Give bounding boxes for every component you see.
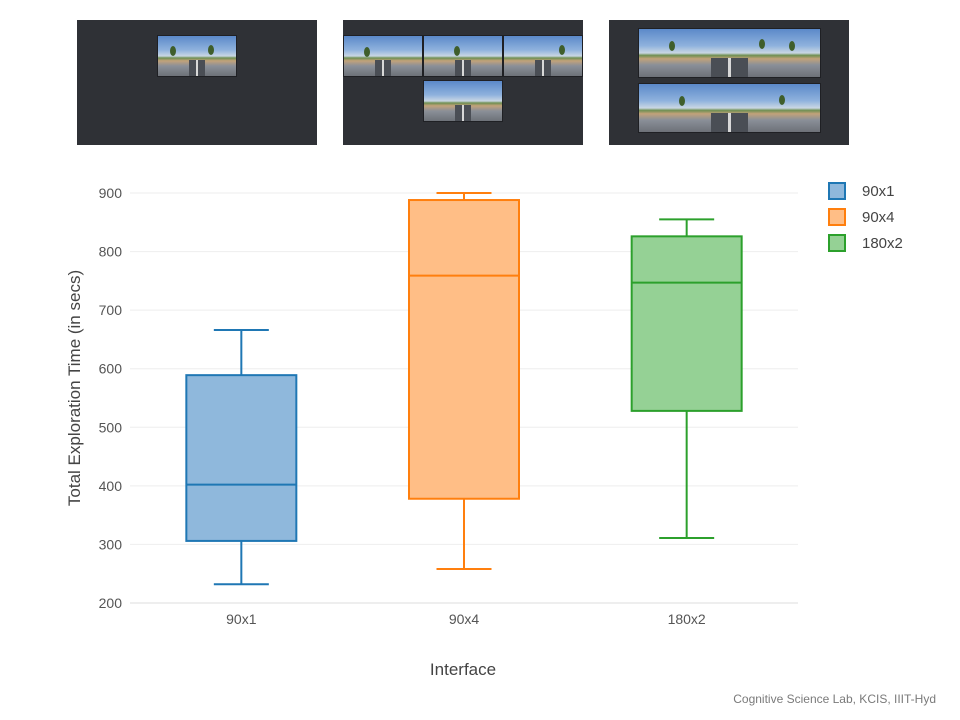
box-180x2 [630, 218, 743, 539]
x-tick-label: 90x1 [226, 611, 257, 627]
box-90x1 [185, 329, 298, 586]
y-tick-label: 200 [99, 595, 123, 611]
x-tick-label: 90x4 [449, 611, 480, 627]
y-tick-label: 700 [99, 302, 123, 318]
footer-credit: Cognitive Science Lab, KCIS, IIIT-Hyd [733, 692, 936, 706]
axis-ticks: 200 300 400 500 600 700 800 900 90x1 90x4 180x2 [99, 185, 706, 627]
camera-view [503, 35, 583, 77]
y-tick-label: 300 [99, 536, 123, 552]
x-axis-label: Interface [430, 660, 496, 679]
camera-view [638, 28, 821, 78]
legend-label: 180x2 [862, 235, 903, 252]
y-axis-label: Total Exploration Time (in secs) [65, 270, 84, 506]
thumbnail-90x4 [343, 20, 583, 145]
camera-view [423, 35, 503, 77]
legend-label: 90x1 [862, 183, 895, 200]
legend-label: 90x4 [862, 209, 895, 226]
y-tick-label: 900 [99, 185, 123, 201]
iqr-box [185, 374, 298, 542]
legend-swatch [828, 234, 846, 252]
boxes [185, 192, 743, 586]
y-tick-label: 800 [99, 244, 123, 260]
y-tick-label: 600 [99, 361, 123, 377]
y-tick-label: 400 [99, 478, 123, 494]
iqr-box [630, 235, 743, 412]
camera-view [157, 35, 237, 77]
thumbnail-90x1 [77, 20, 317, 145]
iqr-box [408, 199, 520, 500]
thumbnail-180x2 [609, 20, 849, 145]
camera-view [423, 80, 503, 122]
legend: 90x1 90x4 180x2 [828, 182, 903, 252]
legend-swatch [828, 208, 846, 226]
camera-view [638, 83, 821, 133]
box-90x4 [408, 192, 520, 571]
camera-view [343, 35, 423, 77]
x-tick-label: 180x2 [668, 611, 706, 627]
legend-swatch [828, 182, 846, 200]
y-tick-label: 500 [99, 419, 123, 435]
